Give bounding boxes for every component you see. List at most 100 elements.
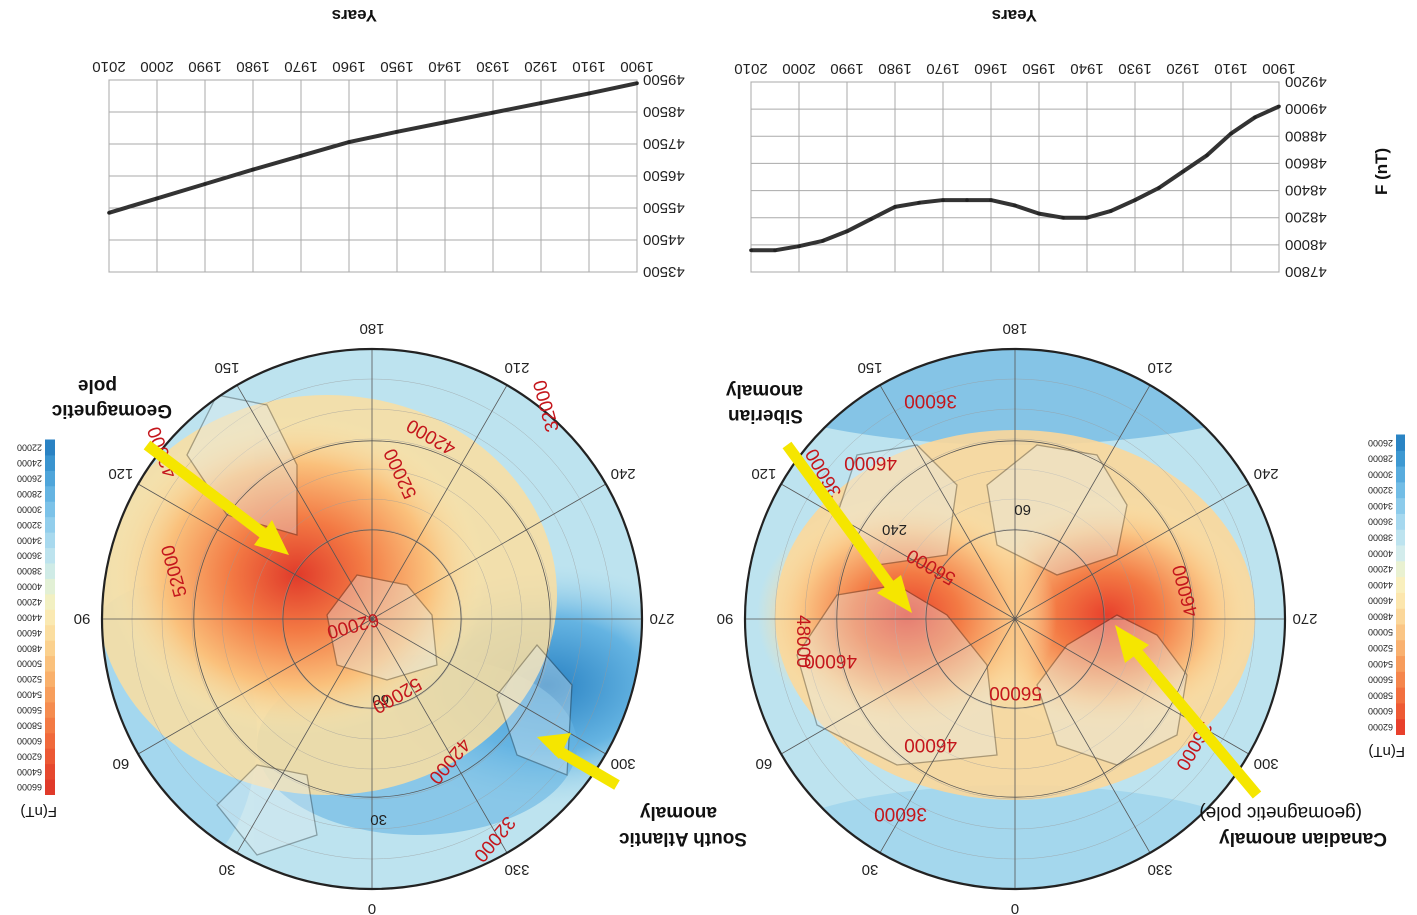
chart-x-tick-label: 2000	[782, 60, 815, 77]
azimuth-label: 180	[359, 320, 384, 337]
colorbar-swatch	[1396, 560, 1405, 578]
colorbar-swatch	[45, 748, 55, 765]
chart-y-tick-label: 45500	[643, 199, 685, 216]
chart-data-point	[251, 167, 255, 172]
chart-data-point	[1133, 198, 1137, 202]
colorbar-tick-label: 62000	[17, 751, 42, 761]
chart-x-tick-label: 1950	[380, 58, 413, 75]
chart-x-tick-label: 1950	[1022, 60, 1055, 77]
colorbar-tick-label: 50000	[17, 659, 42, 669]
chart-x-tick-label: 1940	[1070, 60, 1103, 77]
meridian-line	[137, 618, 373, 755]
colorbar-tick-label: 46000	[17, 628, 42, 638]
colorbar-swatch	[45, 732, 55, 749]
chart-x-tick-label: 1910	[572, 58, 605, 75]
colorbar-swatch	[1396, 450, 1405, 467]
colorbar-swatch	[45, 547, 55, 564]
colorbar-swatch	[1396, 655, 1405, 672]
chart-data-point	[491, 110, 495, 115]
meridian-line	[236, 384, 373, 620]
chart-data-point	[107, 211, 111, 215]
azimuth-label: 300	[611, 755, 636, 772]
north-contour-label: 36000	[904, 390, 957, 411]
azimuth-label: 330	[1147, 861, 1172, 878]
colorbar-tick-label: 38000	[17, 566, 42, 576]
chart-data-point	[1157, 186, 1161, 190]
colorbar-tick-label: 56000	[1368, 675, 1393, 685]
chart-x-tick-label: 1980	[878, 60, 911, 77]
azimuth-label: 270	[1292, 610, 1317, 627]
meridian-line	[137, 483, 373, 620]
colorbar-tick-label: 52000	[17, 674, 42, 684]
colorbar-tick-label: 30000	[1368, 469, 1393, 479]
north-chart-ylabel: F (nT)	[1372, 148, 1391, 195]
azimuth-label: 0	[1011, 900, 1019, 915]
chart-x-tick-label: 1990	[830, 60, 863, 77]
colorbar-swatch	[45, 686, 55, 703]
chart-x-tick-label: 1970	[284, 58, 317, 75]
chart-x-tick-label: 1970	[926, 60, 959, 77]
colorbar-tick-label: 28000	[1368, 454, 1393, 464]
colorbar-tick-label: 56000	[17, 705, 42, 715]
colorbar-tick-label: 32000	[17, 520, 42, 530]
chart-y-tick-label: 48800	[1285, 127, 1327, 144]
south-atlantic-arrowhead	[537, 733, 571, 759]
geomagnetic-pole-label: Geomagnetic	[51, 400, 172, 421]
geomagnetic-pole-sublabel: pole	[78, 375, 117, 396]
south-map-graticule	[102, 349, 642, 889]
chart-data-point	[893, 205, 897, 209]
chart-y-tick-label: 43500	[643, 263, 685, 280]
colorbar-swatch	[45, 763, 55, 780]
colorbar-swatch	[1396, 576, 1405, 593]
colorbar-tick-label: 40000	[1368, 548, 1393, 558]
chart-data-point	[773, 248, 777, 253]
colorbar-swatch	[1396, 608, 1405, 625]
chart-x-tick-label: 1960	[332, 58, 365, 75]
chart-y-tick-label: 47500	[643, 135, 685, 152]
chart-x-tick-label: 1960	[974, 60, 1007, 77]
chart-y-tick-label: 49500	[643, 71, 685, 88]
colorbar-swatch	[1396, 434, 1405, 451]
meridian-line	[371, 618, 607, 755]
north-chart-xlabel: Years	[992, 6, 1037, 25]
chart-y-tick-label: 49000	[1285, 100, 1327, 117]
azimuth-label: 180	[1002, 320, 1027, 337]
south-colorbar: 66000 64000 62000 60000 58000 56000 54000 52000…	[17, 439, 55, 795]
chart-data-point	[1181, 169, 1185, 174]
colorbar-swatch	[1396, 623, 1405, 641]
meridian-line	[1014, 618, 1151, 854]
meridian-line	[371, 483, 607, 620]
colorbar-swatch	[45, 578, 55, 595]
colorbar-tick-label: 30000	[17, 504, 42, 514]
azimuth-label: 240	[1254, 465, 1279, 482]
colorbar-tick-label: 58000	[1368, 690, 1393, 700]
colorbar-swatch	[45, 717, 55, 734]
meridian-line	[780, 618, 1016, 755]
chart-y-tick-label: 44500	[643, 231, 685, 248]
chart-data-point	[203, 182, 207, 186]
south-lat-label-30: 30	[370, 811, 387, 828]
colorbar-tick-label: 36000	[1368, 517, 1393, 527]
azimuth-label: 120	[751, 465, 776, 482]
chart-data-point	[749, 248, 753, 253]
chart-y-tick-label: 46500	[643, 167, 685, 184]
southern-high	[107, 415, 487, 735]
chart-x-tick-label: 2010	[734, 60, 767, 77]
colorbar-tick-label: 32000	[1368, 485, 1393, 495]
chart-x-tick-label: 1930	[476, 58, 509, 75]
chart-data-point	[1277, 104, 1281, 109]
chart-data-point	[443, 120, 447, 125]
colorbar-tick-label: 60000	[17, 736, 42, 746]
geomagnetic-pole-arrowhead	[254, 520, 289, 555]
canadian-anomaly-sublabel: (geomagnetic pole)	[1199, 802, 1362, 823]
chart-data-point	[917, 200, 921, 205]
south-map-outline	[100, 347, 644, 891]
colorbar-tick-label: 44000	[17, 612, 42, 622]
chart-data-point	[1061, 215, 1065, 220]
north-contour-label: 46000	[904, 734, 957, 755]
chart-x-tick-label: 1900	[620, 58, 653, 75]
south-atlantic-arrow	[554, 745, 620, 790]
chart-data-point	[965, 198, 969, 202]
